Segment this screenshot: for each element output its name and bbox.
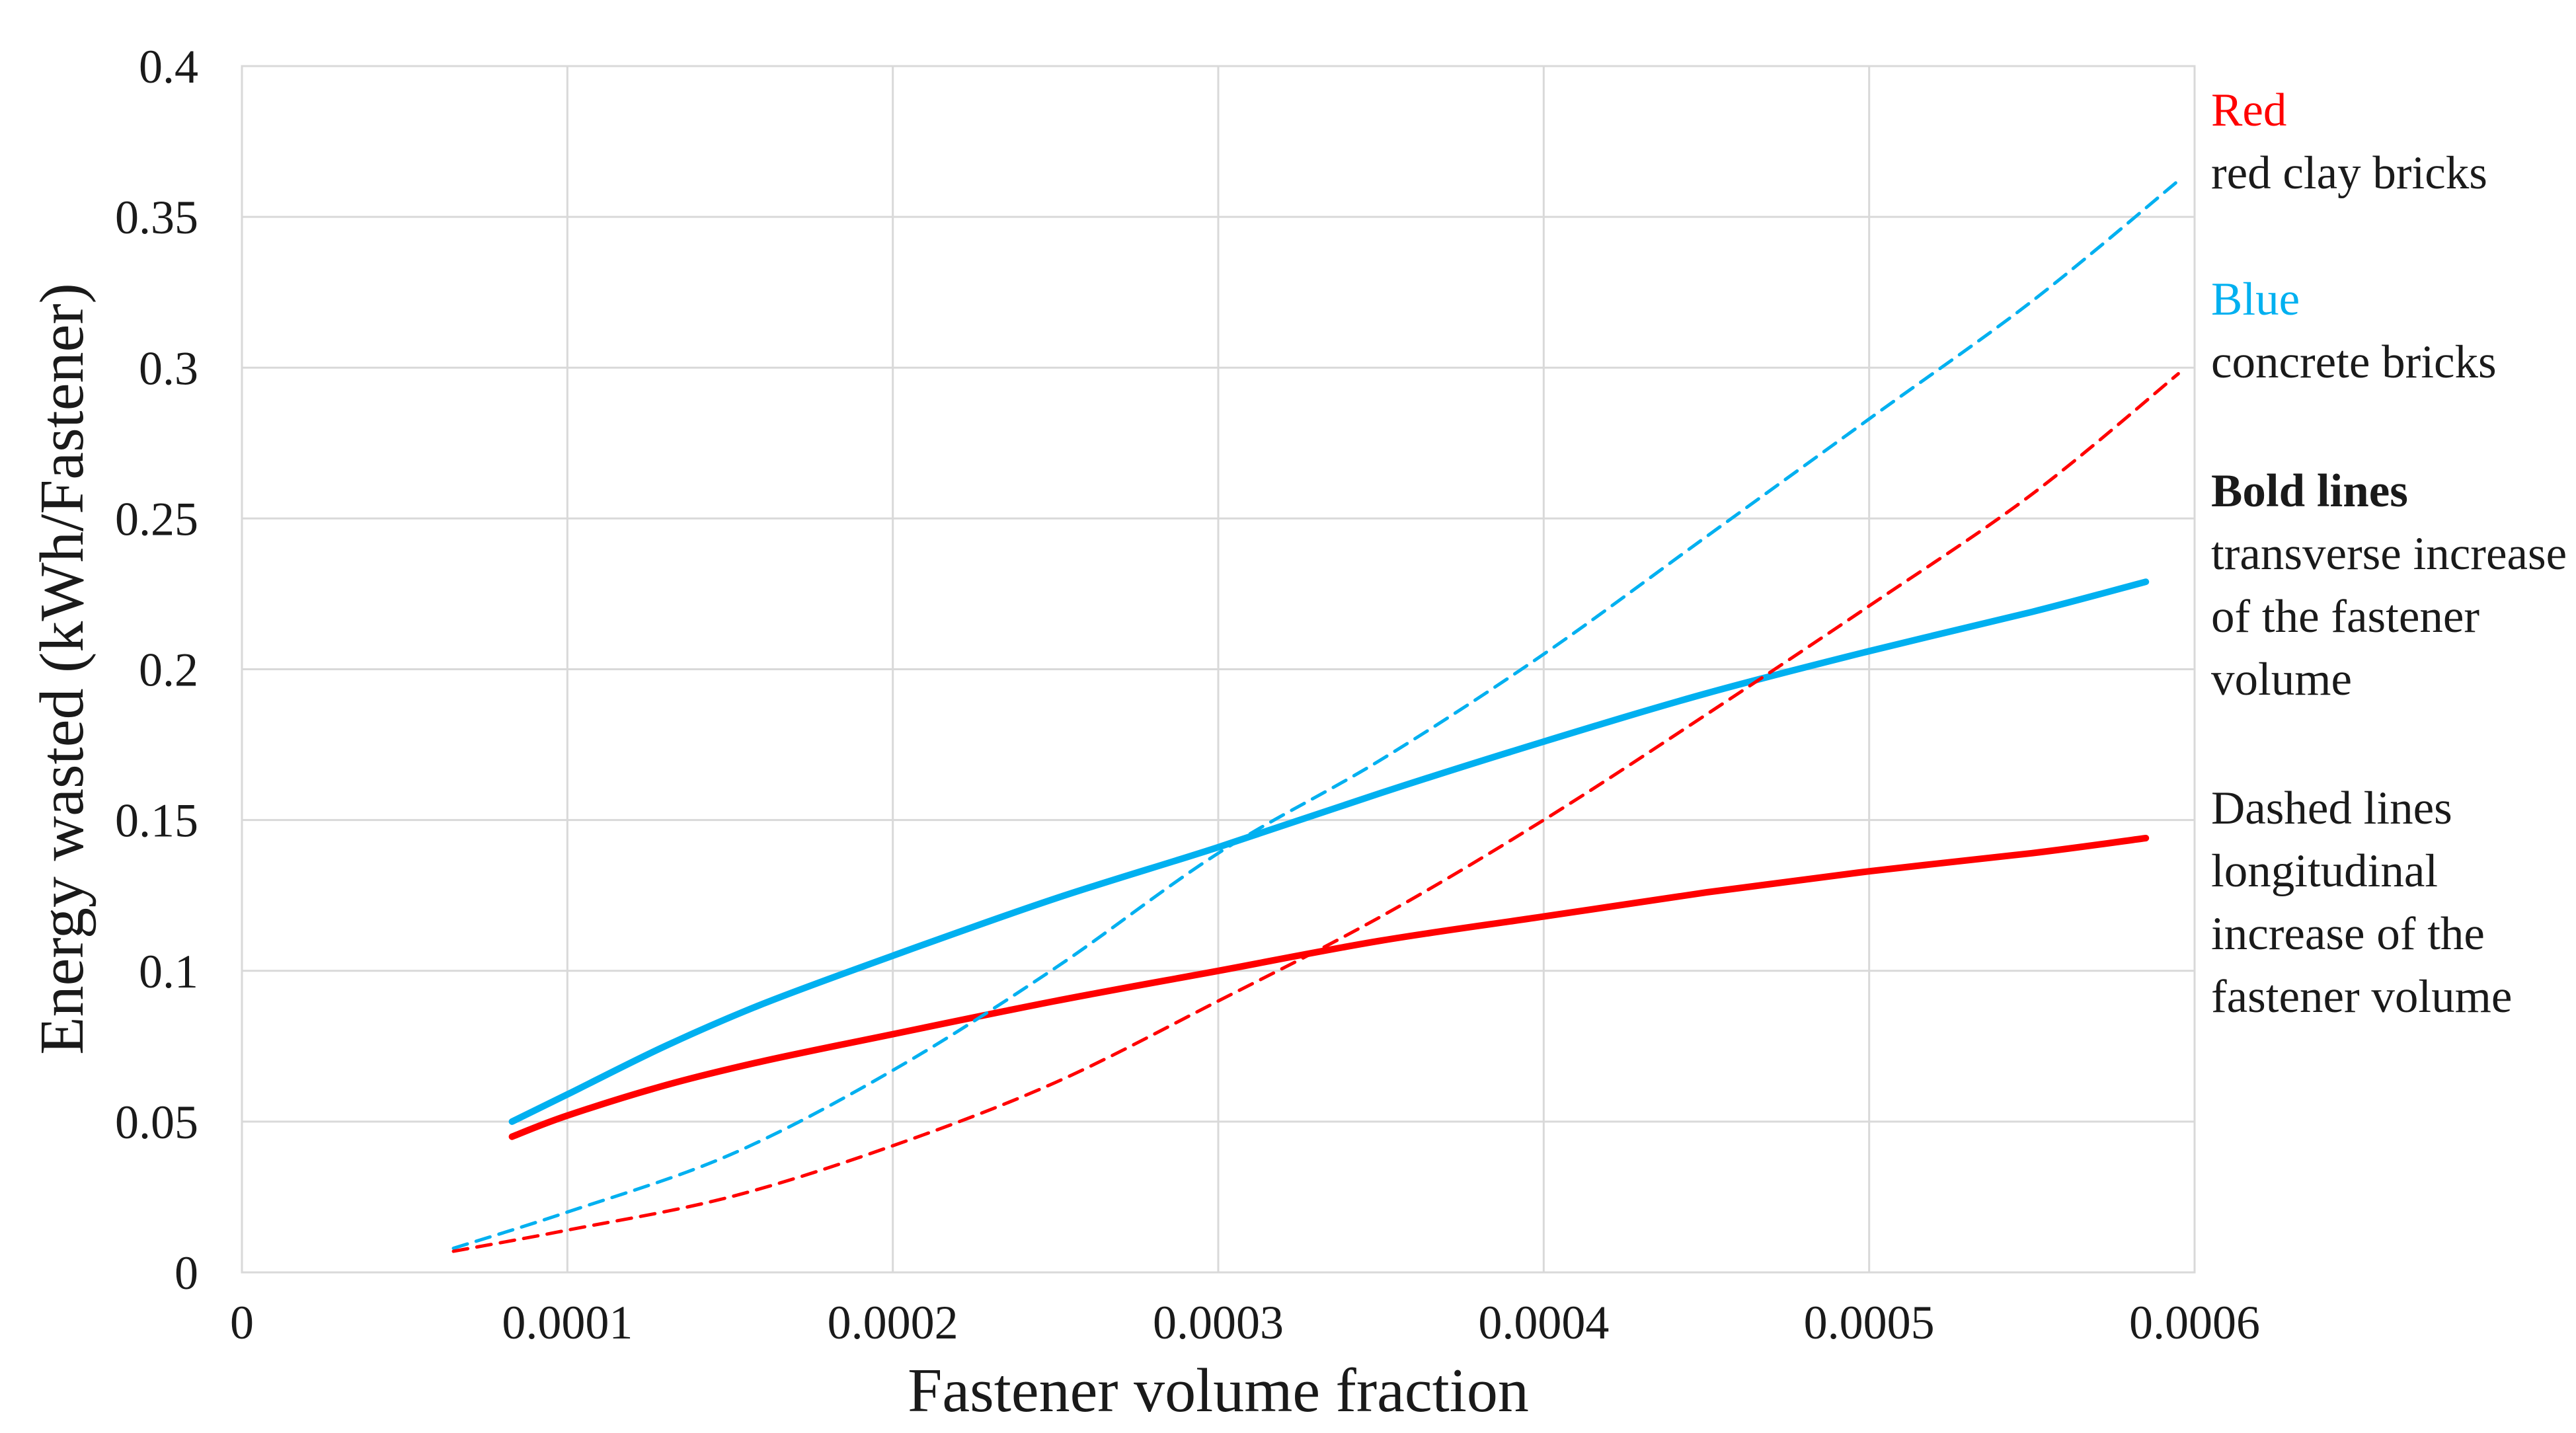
y-tick-labels: 0 0.05 0.1 0.15 0.2 0.25 0.3 0.35 0.4 <box>115 40 198 1299</box>
red-dashed-series-line <box>451 371 2180 1253</box>
y-tick-label: 0.3 <box>139 342 198 395</box>
legend-blue-label: Blue <box>2211 274 2300 325</box>
legend: Red red clay bricks Blue concrete bricks… <box>2211 79 2568 1092</box>
y-tick-label: 0.1 <box>139 945 198 998</box>
x-tick-label: 0.0001 <box>502 1296 633 1349</box>
y-tick-label: 0.35 <box>115 191 198 244</box>
blue-dashed-series-line <box>451 178 2180 1250</box>
legend-dashed-desc: longitudinal increase of the fastener vo… <box>2211 845 2513 1023</box>
x-tick-label: 0.0002 <box>828 1296 958 1349</box>
y-axis-title: Energy wasted (kWh/Fastener) <box>28 283 97 1055</box>
blue-bold-series-line <box>508 578 2150 1125</box>
red-bold-series-line <box>508 835 2150 1140</box>
legend-red-label: Red <box>2211 85 2287 136</box>
y-tick-label: 0.25 <box>115 492 198 545</box>
x-tick-labels: 0 0.0001 0.0002 0.0003 0.0004 0.0005 0.0006 <box>230 1296 2260 1349</box>
legend-red-desc: red clay bricks <box>2211 147 2487 199</box>
y-tick-label: 0.15 <box>115 794 198 847</box>
x-tick-label: 0 <box>230 1296 254 1349</box>
y-tick-label: 0 <box>175 1247 198 1299</box>
x-tick-label: 0.0005 <box>1804 1296 1935 1349</box>
series-group <box>451 178 2180 1253</box>
legend-bold-desc: transverse increase of the fastener volu… <box>2211 528 2567 705</box>
plot-area-border <box>241 65 2196 1274</box>
legend-bold-label: Bold lines <box>2211 465 2408 517</box>
x-tick-label: 0.0004 <box>1478 1296 1609 1349</box>
y-tick-label: 0.2 <box>139 644 198 697</box>
x-axis-title: Fastener volume fraction <box>908 1356 1529 1425</box>
x-tick-label: 0.0006 <box>2129 1296 2260 1349</box>
y-tick-label: 0.05 <box>115 1096 198 1149</box>
legend-dashed-label: Dashed lines <box>2211 783 2452 834</box>
gridlines <box>242 66 2195 1272</box>
legend-blue-desc: concrete bricks <box>2211 336 2497 388</box>
y-tick-label: 0.4 <box>139 40 198 93</box>
x-tick-label: 0.0003 <box>1153 1296 1284 1349</box>
